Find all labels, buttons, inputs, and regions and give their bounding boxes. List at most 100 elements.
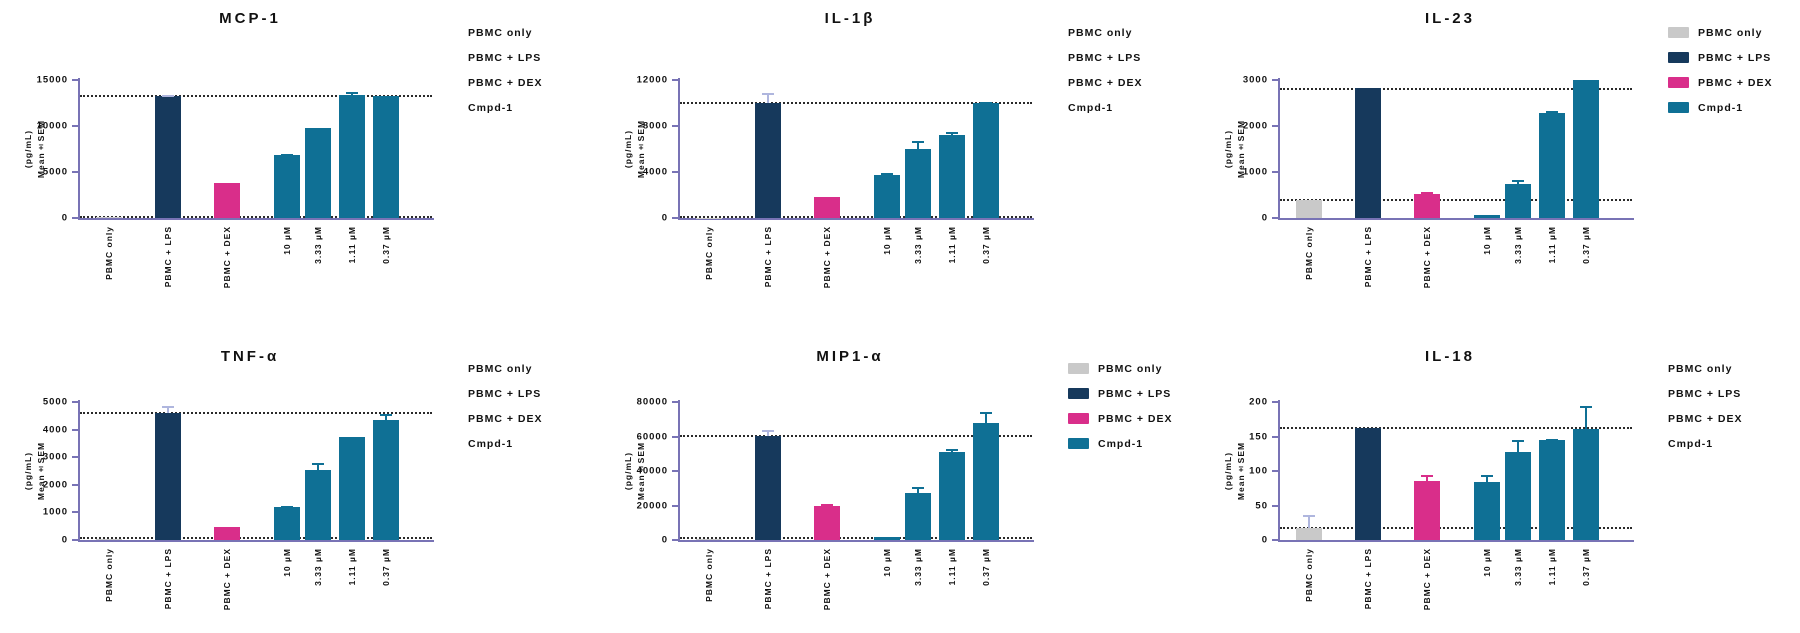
reference-line [680,434,1032,437]
x-tick-label: PBMC + LPS [763,226,774,288]
y-tick-mark [1272,79,1278,81]
y-tick-label: 3000 [42,451,68,463]
error-bar-cap [1546,111,1558,114]
legend-entry: PBMC + DEX [1068,70,1142,95]
legend-entry: PBMC only [1668,356,1742,381]
chart-title: TNF-α [220,348,280,365]
bar-pbmc-dex [813,505,840,540]
chart-il-18: IL-18 PBMC only PBMC + LPS PBMC + DEX Cmpd-1… [1200,316,1800,633]
bar-0.37-m [972,422,999,540]
y-tick-label: 20000 [636,500,668,511]
y-axis-line [78,400,80,541]
y-tick-label: 200 [1249,396,1268,408]
x-tick-label: 0.37 µM [980,548,991,586]
y-axis-units-label: (pg/mL) [23,451,33,491]
error-bar [281,505,294,508]
error-bar [379,413,392,420]
legend-swatch-pbmc_lps [1668,52,1689,63]
legend-label: PBMC + LPS [1068,51,1142,64]
error-bar [1579,406,1592,429]
bar-1.11-m [339,94,365,218]
error-bar-stem [1308,515,1311,528]
bar-pbmc-lps [1355,428,1382,540]
reference-line [1280,427,1632,430]
legend-entry: Cmpd-1 [1068,95,1142,120]
legend-entry: PBMC + DEX [1068,406,1172,431]
error-bar-cap [912,486,925,489]
error-bar [1420,191,1433,194]
x-tick-label: PBMC + DEX [221,226,232,289]
bar-3.33-m [905,493,932,540]
y-tick-mark [72,401,78,403]
y-axis-line [78,78,80,219]
legend-entry: PBMC + DEX [468,70,542,95]
x-tick-label: 1.11 µM [947,548,957,586]
bar-pbmc-lps [155,95,182,218]
chart-title: MIP1-α [816,348,884,365]
error-bar-cap [1512,439,1525,442]
legend-label: PBMC only [1698,26,1763,39]
error-bar-cap [281,505,294,508]
chart-title: IL-1β [824,10,876,27]
legend-entry: PBMC + LPS [468,45,542,70]
y-tick-label: 0 [661,534,668,546]
x-tick-label: 10 µM [882,548,893,577]
x-tick-label: PBMC + LPS [763,548,774,610]
chart-title: IL-23 [1424,10,1475,27]
x-tick-label: PBMC + LPS [163,226,174,288]
error-bar-stem [767,430,770,436]
legend-entry: PBMC + LPS [1668,45,1772,70]
y-tick-label: 0 [1261,212,1268,224]
error-bar [912,486,925,494]
y-tick-mark [72,125,78,127]
error-bar-cap [1579,406,1592,409]
legend-entry: Cmpd-1 [1668,431,1742,456]
error-bar [979,412,992,423]
legend: PBMC only PBMC + LPS PBMC + DEX Cmpd-1 [468,20,542,120]
legend-entry: Cmpd-1 [468,431,542,456]
error-bar-cap [281,154,294,157]
bar-10-m [274,155,300,218]
bar-3.33-m [1505,451,1532,540]
legend-entry: Cmpd-1 [1668,95,1772,120]
y-tick-mark [72,79,78,81]
y-axis-caption: (pg/mL) Mean±SEM [1222,442,1248,500]
legend: PBMC only PBMC + LPS PBMC + DEX Cmpd-1 [468,356,542,456]
bar-pbmc-dex [1413,193,1440,218]
bar-pbmc-lps [1355,88,1382,218]
error-bar [1546,111,1558,114]
y-tick-label: 12000 [636,74,668,86]
reference-line [680,537,1032,540]
error-bar [820,504,833,507]
x-tick-label: PBMC + DEX [1421,548,1432,611]
bar-3.33-m [905,149,932,218]
legend-entry: PBMC only [468,356,542,381]
x-tick-label: 0.37 µM [980,226,991,264]
bar-pbmc-dex [213,526,240,540]
reference-line [1280,526,1632,529]
legend-swatch-pbmc_dex [1068,413,1089,424]
y-axis-stat-label: Mean±SEM [36,441,46,501]
bar-10-m [874,175,900,218]
x-tick-label: PBMC + LPS [1363,548,1374,610]
chart-il-23: IL-23 PBMC only PBMC + LPS PBMC + DEX Cmpd-1… [1200,0,1800,316]
error-bar-cap [1303,515,1316,518]
plot-area: 0 50 100 150 200 PBMC only PBMC + LPS PBMC + DE… [1249,397,1634,610]
x-tick-label: PBMC + LPS [163,548,174,610]
y-axis-stat-label: Mean±SEM [636,119,646,179]
error-bar-stem [917,140,920,149]
reference-line [80,94,432,97]
y-tick-label: 100 [1249,465,1268,477]
legend-label: Cmpd-1 [1698,101,1744,114]
reference-line [1280,88,1632,91]
reference-line [80,537,432,540]
bar-10-m [874,537,900,540]
error-bar-cap [946,131,958,134]
legend-entry: PBMC only [1668,20,1772,45]
legend-label: PBMC + LPS [1668,387,1742,400]
error-bar [979,101,992,104]
legend-swatch-cmpd1 [1668,102,1689,113]
x-tick-label: 10 µM [1482,548,1493,577]
x-tick-label: 0.37 µM [1580,548,1591,586]
